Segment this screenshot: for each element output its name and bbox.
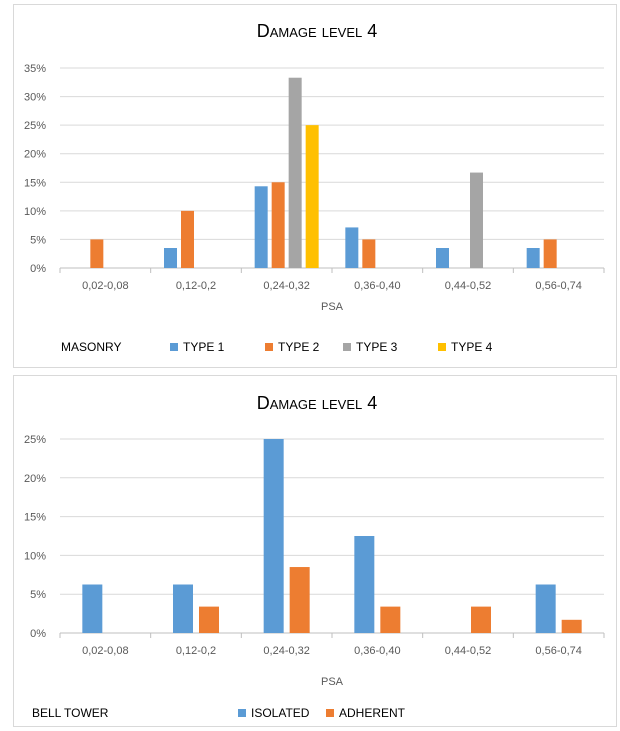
x-axis-label: PSA xyxy=(321,676,344,688)
bell-tower-bar-chart: DAMAGE LEVEL 4 0% 5% 10% 15% 20% 25% 0,02-0,08 0… xyxy=(24,393,605,720)
x-tick-label: 0,12-0,2 xyxy=(176,280,216,292)
legend-swatch xyxy=(438,343,446,351)
y-tick-label: 25% xyxy=(24,120,46,132)
x-tick-label: 0,02-0,08 xyxy=(82,280,128,292)
y-tick-label: 35% xyxy=(24,63,46,75)
bar-type-2 xyxy=(271,182,285,268)
bar-type-1 xyxy=(345,227,359,268)
bar-adherent xyxy=(380,606,401,633)
bar-adherent xyxy=(289,567,310,633)
legend-label: TYPE 1 xyxy=(183,340,225,354)
group-label: BELL TOWER xyxy=(32,706,109,720)
y-tick-label: 5% xyxy=(30,589,46,601)
bar-type-2 xyxy=(181,210,194,268)
y-tick-label: 25% xyxy=(24,434,46,446)
y-tick-label: 20% xyxy=(24,473,46,485)
legend-label: TYPE 4 xyxy=(451,340,493,354)
legend-swatch xyxy=(170,343,178,351)
bar-adherent xyxy=(561,619,582,633)
chart-title: DAMAGE LEVEL 4 xyxy=(257,21,378,41)
bar-isolated xyxy=(263,439,284,633)
chart-panel-bell-tower: DAMAGE LEVEL 4 0% 5% 10% 15% 20% 25% 0,02-0,08 0… xyxy=(13,375,617,727)
y-tick-label: 20% xyxy=(24,149,46,161)
y-tick-label: 0% xyxy=(30,628,46,640)
bar-type-1 xyxy=(254,186,268,268)
chart-title: DAMAGE LEVEL 4 xyxy=(257,393,378,413)
y-tick-label: 30% xyxy=(24,92,46,104)
bar-isolated xyxy=(535,584,556,633)
y-tick-label: 10% xyxy=(24,206,46,218)
bar-type-2 xyxy=(543,239,557,268)
x-tick-label: 0,36-0,40 xyxy=(354,645,400,657)
legend-swatch xyxy=(265,343,273,351)
bar-isolated xyxy=(173,584,193,633)
legend-swatch xyxy=(343,343,351,351)
legend-swatch xyxy=(326,709,334,717)
bar-type-2 xyxy=(90,239,104,268)
legend-label: ADHERENT xyxy=(339,706,406,720)
y-tick-label: 10% xyxy=(24,550,46,562)
x-tick-label: 0,56-0,74 xyxy=(535,645,581,657)
masonry-bar-chart: DAMAGE LEVEL 4 0% 5% 10% 15% 20% 25% 30% 35% 0,02… xyxy=(24,21,605,354)
y-tick-label: 0% xyxy=(30,263,46,275)
x-tick-label: 0,56-0,74 xyxy=(535,280,581,292)
bar-adherent xyxy=(199,606,219,633)
bar-type-4 xyxy=(305,125,319,269)
y-tick-label: 15% xyxy=(24,177,46,189)
bar-isolated xyxy=(82,584,103,633)
chart-panel-masonry: DAMAGE LEVEL 4 0% 5% 10% 15% 20% 25% 30% 35% 0,02… xyxy=(13,4,617,368)
legend-label: TYPE 2 xyxy=(278,340,320,354)
x-tick-label: 0,24-0,32 xyxy=(263,280,309,292)
y-tick-label: 15% xyxy=(24,512,46,524)
legend-label: ISOLATED xyxy=(251,706,310,720)
x-tick-label: 0,44-0,52 xyxy=(445,645,491,657)
x-tick-label: 0,02-0,08 xyxy=(82,645,128,657)
bar-type-3 xyxy=(288,77,302,268)
bar-adherent xyxy=(471,606,491,633)
x-tick-label: 0,36-0,40 xyxy=(354,280,400,292)
x-tick-label: 0,44-0,52 xyxy=(445,280,491,292)
legend-label: TYPE 3 xyxy=(356,340,398,354)
bar-isolated xyxy=(354,536,375,633)
y-tick-label: 5% xyxy=(30,234,46,246)
x-axis-label: PSA xyxy=(321,301,344,313)
bar-type-1 xyxy=(164,248,177,268)
x-tick-label: 0,24-0,32 xyxy=(263,645,309,657)
bar-type-2 xyxy=(362,239,376,268)
x-tick-label: 0,12-0,2 xyxy=(176,645,216,657)
bar-type-1 xyxy=(436,248,449,268)
legend-swatch xyxy=(238,709,246,717)
bar-type-3 xyxy=(470,172,483,268)
bar-type-1 xyxy=(526,248,540,268)
group-label: MASONRY xyxy=(61,340,121,354)
